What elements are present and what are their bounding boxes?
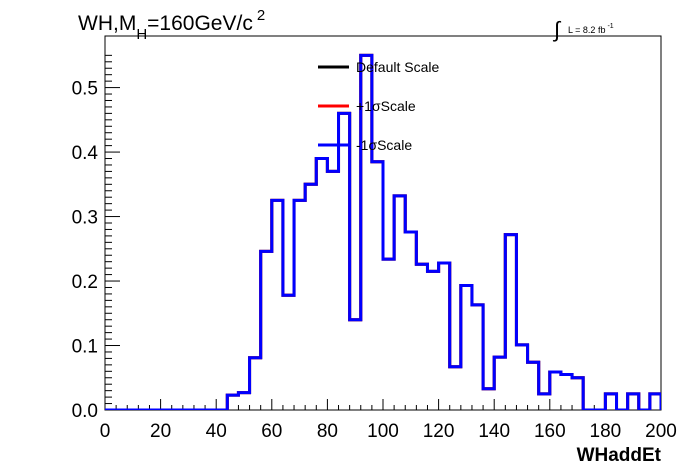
legend-label: +1σScale — [356, 98, 416, 114]
x-tick-label: 20 — [150, 421, 171, 442]
x-tick-label: 200 — [645, 421, 677, 442]
chart-title-sub: H — [136, 26, 147, 43]
y-tick-label: 0.2 — [72, 272, 98, 293]
x-tick-label: 140 — [478, 421, 510, 442]
y-tick-label: 0.0 — [72, 401, 98, 422]
y-tick-label: 0.3 — [72, 208, 98, 229]
x-tick-label: 180 — [590, 421, 622, 442]
y-tick-labels: 0.0 0.1 0.2 0.3 0.4 0.5 — [72, 79, 99, 422]
chart-title-main: WH,M — [78, 12, 136, 35]
chart-title: WH,MH=160GeV/c 2 — [78, 7, 265, 43]
x-tick-label: 120 — [423, 421, 455, 442]
x-tick-label: 0 — [100, 421, 111, 442]
x-axis-label: WHaddEt — [577, 445, 662, 466]
luminosity-label: L = 8.2 fb -1 — [568, 23, 614, 35]
x-tick-label: 160 — [534, 421, 566, 442]
y-tick-label: 0.1 — [72, 337, 98, 358]
chart-title-sup: 2 — [257, 7, 265, 24]
x-tick-label: 80 — [317, 421, 338, 442]
legend: Default Scale +1σScale -1σScale — [318, 59, 439, 153]
luminosity-text: L = 8.2 fb — [568, 25, 605, 35]
x-tick-label: 40 — [206, 421, 227, 442]
luminosity-sup: -1 — [607, 23, 613, 30]
legend-label: -1σScale — [356, 137, 412, 153]
x-tick-label: 60 — [261, 421, 282, 442]
legend-label: Default Scale — [356, 59, 439, 75]
y-tick-label: 0.5 — [72, 79, 98, 100]
chart-title-rest: =160GeV/c — [147, 12, 253, 35]
series-line-2 — [105, 53, 661, 410]
histogram-series — [105, 53, 661, 410]
integral-symbol: ∫ — [552, 17, 562, 42]
x-tick-labels: 0 20 40 60 80 100 120 140 160 180 200 — [100, 421, 677, 442]
y-tick-label: 0.4 — [72, 143, 99, 164]
x-tick-label: 100 — [367, 421, 399, 442]
